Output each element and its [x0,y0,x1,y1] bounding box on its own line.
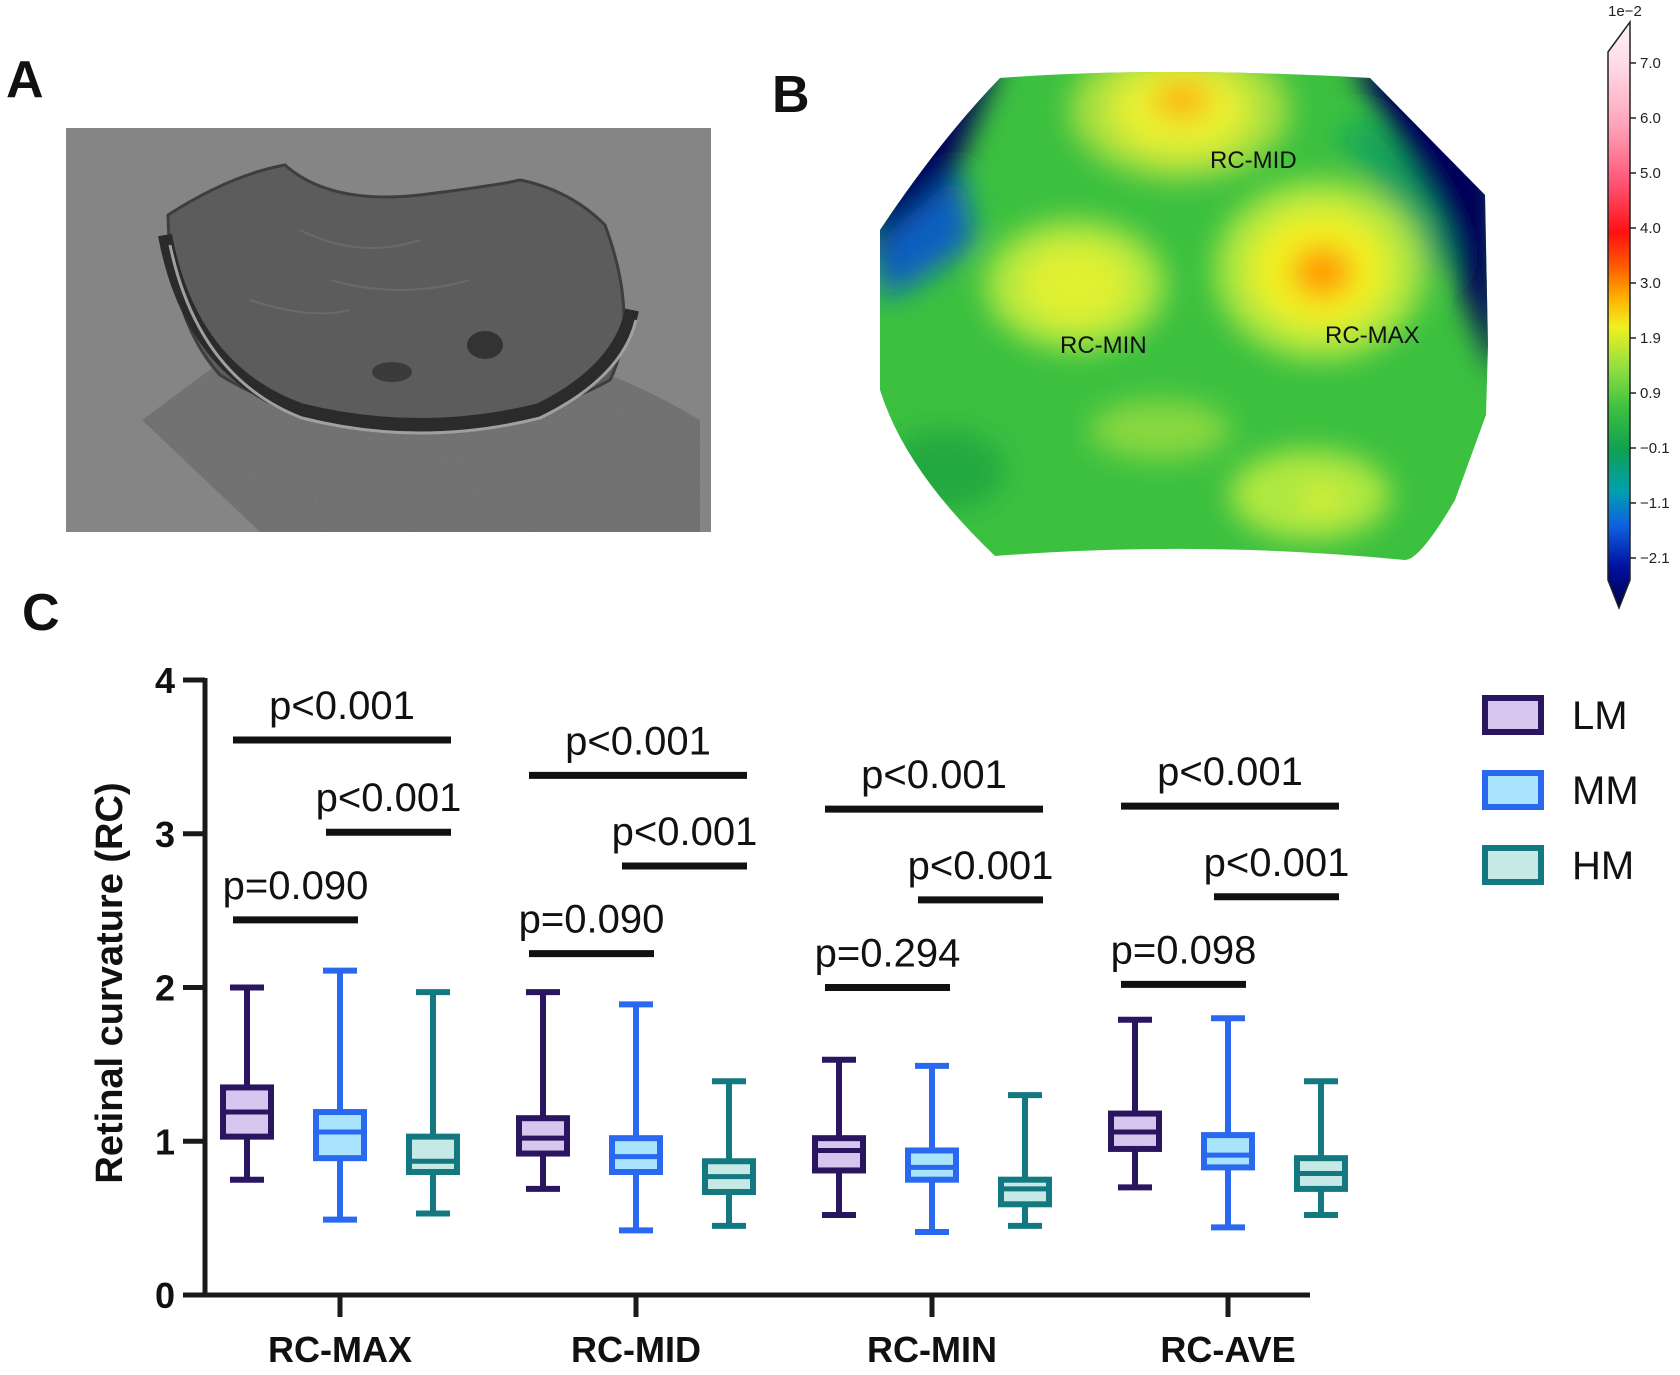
y-tick-label: 3 [155,814,175,855]
box-lm-rc-mid [516,989,570,1192]
legend-label-hm: HM [1572,844,1634,888]
colorbar-ticks: 7.0 6.0 5.0 4.0 3.0 1.9 0.9 −0.1 −1.1 −2.1 [1630,55,1670,567]
box-mm-rc-mid [609,1001,663,1234]
box-mm-rc-max [313,967,367,1223]
x-tick-label: RC-MAX [268,1329,412,1370]
legend-swatch-lm [1482,695,1544,735]
legend-label-lm: LM [1572,694,1628,738]
colorbar-tick-label: 1.9 [1640,330,1661,347]
significance-label: p<0.001 [316,776,462,820]
panel-a-label: A [6,51,44,109]
colorbar-tick-label: −0.1 [1640,440,1670,457]
box-iqr [313,1109,367,1162]
box-hm-rc-min [998,1092,1052,1229]
colorbar-tick-label: 6.0 [1640,110,1661,127]
significance-label: p<0.001 [565,719,711,763]
box-hm-rc-ave [1294,1078,1348,1219]
box-iqr [998,1176,1052,1208]
oct-image [66,128,711,532]
x-tick-label: RC-AVE [1160,1329,1295,1370]
significance-label: p<0.001 [269,684,415,728]
y-tick-label: 2 [155,968,175,1009]
box-lm-rc-max [220,984,274,1183]
significance-label: p=0.090 [223,864,369,908]
significance-label: p=0.294 [815,932,961,976]
map-annotation-rc-min: RC-MIN [1060,332,1147,359]
panel-c-label: C [22,584,60,642]
colorbar-tick-label: 0.9 [1640,385,1661,402]
oct-optic-disc [467,331,503,359]
box-mm-rc-min [905,1062,959,1235]
x-tick-label: RC-MIN [867,1329,997,1370]
oct-fovea [372,362,412,382]
significance-brackets: p<0.001 p<0.001 p=0.090 p<0.001 p<0.001 p=0.0… [223,684,1350,991]
boxes [220,967,1348,1235]
y-tick-label: 4 [155,660,175,701]
colorbar-tick-label: 7.0 [1640,55,1661,72]
x-tick-label: RC-MID [571,1329,701,1370]
legend-swatch-mm [1482,770,1544,810]
box-iqr [406,1133,460,1175]
box-hm-rc-mid [702,1078,756,1229]
colorbar-tick-label: −2.1 [1640,550,1670,567]
legend: LM MM HM [1482,694,1639,888]
axes: 0 1 2 3 4 RC-MAX RC-MID RC-MIN RC-AVE [155,660,1310,1370]
significance-label: p<0.001 [612,810,758,854]
curvature-map: RC-MID RC-MIN RC-MAX [880,72,1488,560]
significance-label: p<0.001 [908,844,1054,888]
significance-label: p=0.098 [1111,928,1257,972]
colorbar-tick-label: 3.0 [1640,275,1661,292]
colorbar-tick-label: −1.1 [1640,495,1670,512]
colorbar: 1e−2 7.0 6.0 5.0 4.0 3.0 1.9 0.9 −0.1 −1.1 −2.1 [1607,3,1670,611]
colorbar-tick-label: 5.0 [1640,165,1661,182]
box-iqr [812,1135,866,1174]
map-annotation-rc-mid: RC-MID [1210,147,1297,174]
significance-label: p<0.001 [1204,841,1350,885]
box-mm-rc-ave [1201,1015,1255,1231]
y-axis-label: Retinal curvature (RC) [89,782,131,1183]
y-tick-label: 1 [155,1121,175,1162]
box-iqr [1201,1132,1255,1171]
legend-label-mm: MM [1572,769,1639,813]
box-lm-rc-min [812,1056,866,1219]
map-annotation-rc-max: RC-MAX [1325,322,1420,349]
boxplot: Retinal curvature (RC) 0 1 2 3 4 RC-MAX RC-MID… [89,660,1639,1370]
significance-label: p<0.001 [861,753,1007,797]
colorbar-multiplier: 1e−2 [1608,3,1642,20]
significance-label: p=0.090 [519,898,665,942]
legend-swatch-hm [1482,845,1544,885]
oct-fundus-surface [166,163,626,427]
colorbar-bar [1607,19,1631,611]
box-hm-rc-max [406,989,460,1217]
box-lm-rc-ave [1108,1016,1162,1191]
y-tick-label: 0 [155,1275,175,1316]
panel-b-label: B [772,66,810,124]
significance-label: p<0.001 [1157,750,1303,794]
colorbar-tick-label: 4.0 [1640,220,1661,237]
